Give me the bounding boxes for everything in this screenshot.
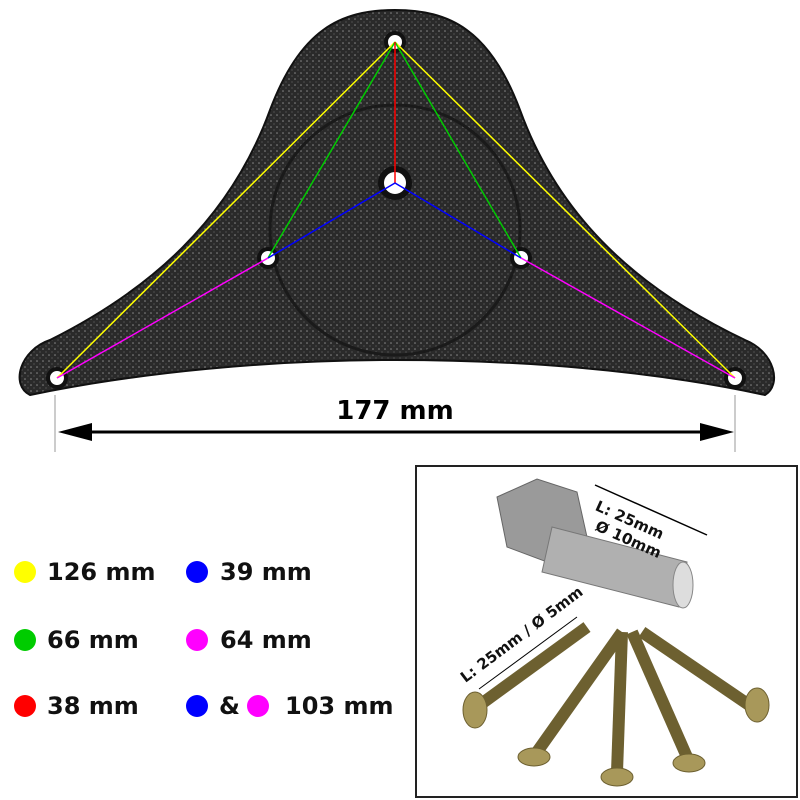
screws	[462, 622, 770, 787]
yellow-line	[394, 41, 736, 379]
legend-label-combined: 103 mm	[285, 692, 394, 720]
bolt-dimension-line	[594, 484, 708, 536]
legend-dot-magenta-combined	[247, 695, 269, 717]
measure-lines	[56, 41, 736, 379]
blue-line	[394, 182, 522, 259]
legend-dot-magenta	[186, 629, 208, 651]
legend-label-blue: 39 mm	[220, 558, 312, 586]
magenta-line	[56, 257, 269, 379]
mounting-plate-diagram	[18, 8, 775, 452]
green-line	[267, 41, 396, 259]
green-line	[394, 41, 522, 259]
arrow-head-left	[58, 423, 92, 441]
blue-line	[267, 182, 396, 259]
legend-label-red: 38 mm	[47, 692, 139, 720]
legend-label-yellow: 126 mm	[47, 558, 156, 586]
legend-dot-green	[14, 629, 36, 651]
overall-width-label: 177 mm	[336, 396, 454, 426]
legend-dot-red	[14, 695, 36, 717]
legend-dot-blue	[186, 561, 208, 583]
plate	[18, 8, 775, 397]
magenta-line	[520, 257, 736, 379]
screw-dimension-line	[478, 616, 578, 690]
legend-dot-yellow	[14, 561, 36, 583]
yellow-line	[56, 41, 396, 379]
legend-dot-blue-combined	[186, 695, 208, 717]
legend-label-magenta: 64 mm	[220, 626, 312, 654]
hardware-illustration	[462, 478, 770, 787]
legend-label-green: 66 mm	[47, 626, 139, 654]
arrow-head-right	[700, 423, 734, 441]
bolt	[496, 478, 694, 609]
legend-ampersand: &	[219, 692, 240, 720]
hardware-inset: L: 25mm Ø 10mm L: 25mm / Ø 5mm	[415, 465, 798, 798]
